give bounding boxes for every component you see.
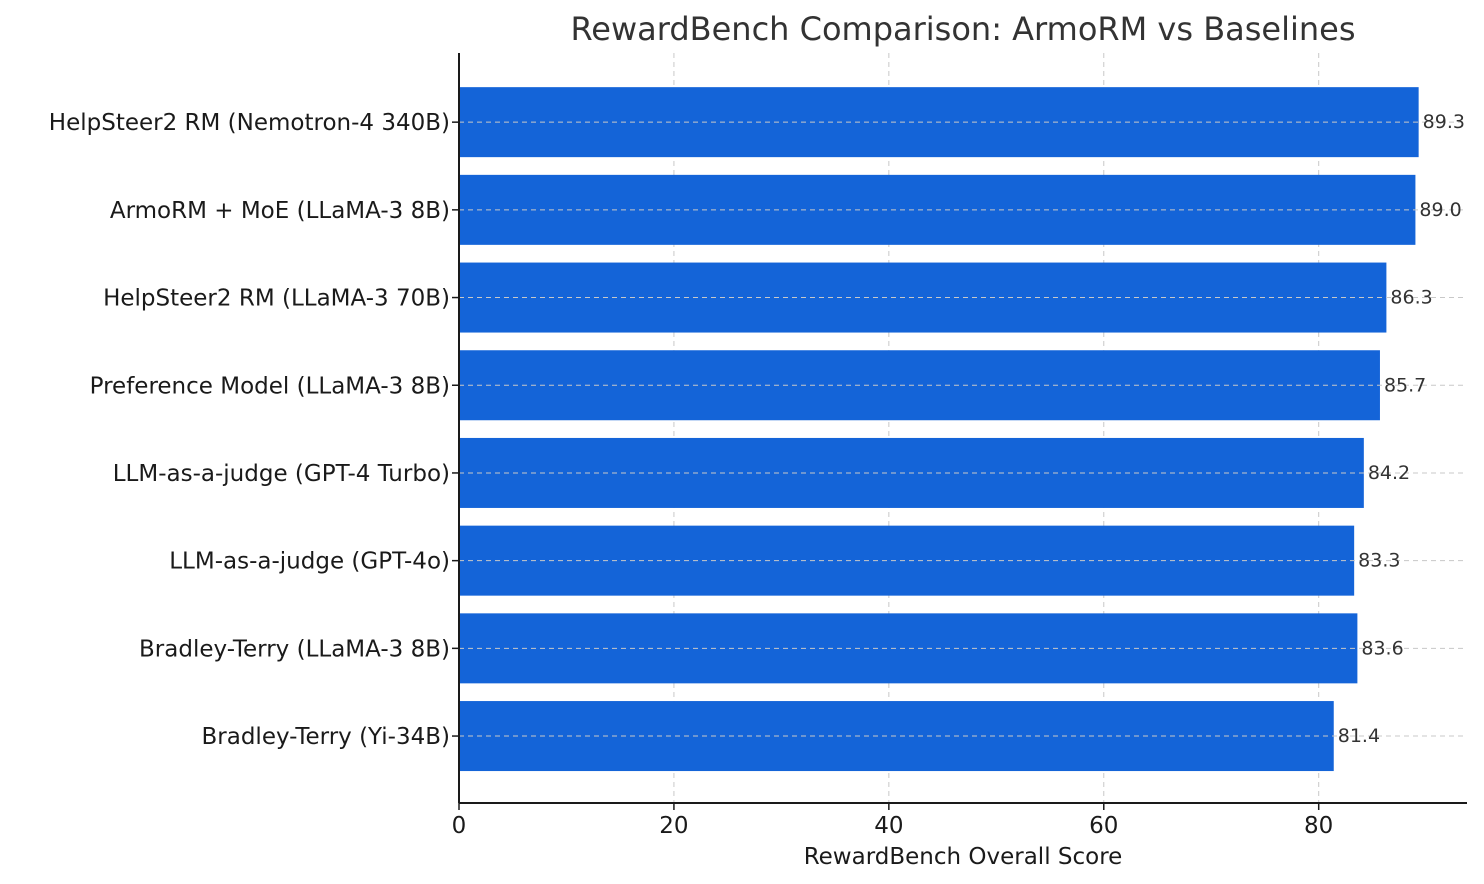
category-label: ArmoRM + MoE (LLaMA-3 8B) (110, 198, 450, 224)
category-label: LLM-as-a-judge (GPT-4 Turbo) (113, 461, 450, 487)
category-label: HelpSteer2 RM (LLaMA-3 70B) (103, 286, 450, 312)
x-tick-label: 80 (1304, 813, 1333, 839)
value-label: 85.7 (1384, 374, 1426, 396)
x-tick-label: 40 (874, 813, 903, 839)
bars (459, 87, 1419, 772)
category-label: LLM-as-a-judge (GPT-4o) (169, 549, 450, 575)
x-tick-label: 60 (1089, 813, 1118, 839)
x-ticks: 0 20 40 60 80 (452, 121, 1333, 839)
bar (459, 525, 1355, 596)
category-label: Bradley-Terry (LLaMA-3 8B) (139, 636, 450, 662)
x-tick-label: 20 (659, 813, 688, 839)
category-labels: HelpSteer2 RM (Nemotron-4 340B) ArmoRM + … (49, 110, 450, 750)
x-axis-title: RewardBench Overall Score (804, 844, 1123, 870)
chart-title: RewardBench Comparison: ArmoRM vs Baseli… (570, 10, 1355, 48)
x-tick-label: 0 (452, 813, 467, 839)
value-label: 89.0 (1419, 199, 1461, 221)
value-label: 81.4 (1338, 725, 1380, 747)
category-label: Bradley-Terry (Yi-34B) (202, 724, 451, 750)
value-label: 89.3 (1423, 111, 1465, 133)
grid (673, 53, 1320, 803)
bar (459, 613, 1358, 684)
horizontal-grid (459, 121, 1467, 737)
value-label: 83.6 (1361, 637, 1403, 659)
value-label: 83.3 (1358, 550, 1400, 572)
bar (459, 701, 1334, 772)
value-label: 84.2 (1368, 462, 1410, 484)
value-labels: 89.3 89.0 86.3 85.7 84.2 83.3 83.6 81.4 (1338, 111, 1465, 747)
category-label: Preference Model (LLaMA-3 8B) (90, 373, 450, 399)
value-label: 86.3 (1390, 287, 1432, 309)
category-label: HelpSteer2 RM (Nemotron-4 340B) (49, 110, 450, 136)
